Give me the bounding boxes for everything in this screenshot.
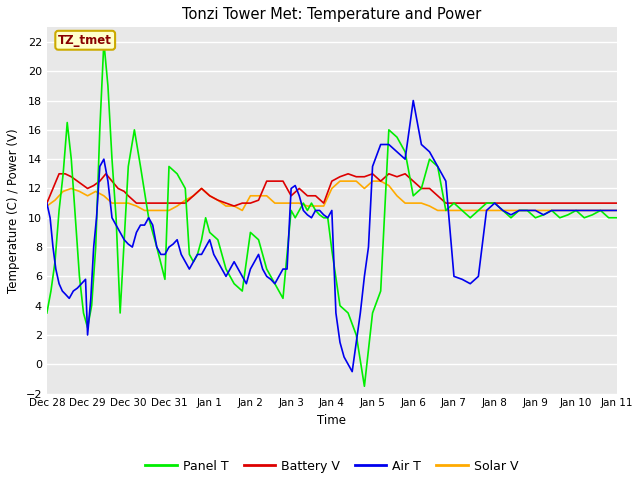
X-axis label: Time: Time [317, 414, 346, 427]
Title: Tonzi Tower Met: Temperature and Power: Tonzi Tower Met: Temperature and Power [182, 7, 481, 22]
Text: TZ_tmet: TZ_tmet [58, 34, 112, 47]
Y-axis label: Temperature (C) / Power (V): Temperature (C) / Power (V) [7, 128, 20, 293]
Legend: Panel T, Battery V, Air T, Solar V: Panel T, Battery V, Air T, Solar V [140, 455, 524, 478]
